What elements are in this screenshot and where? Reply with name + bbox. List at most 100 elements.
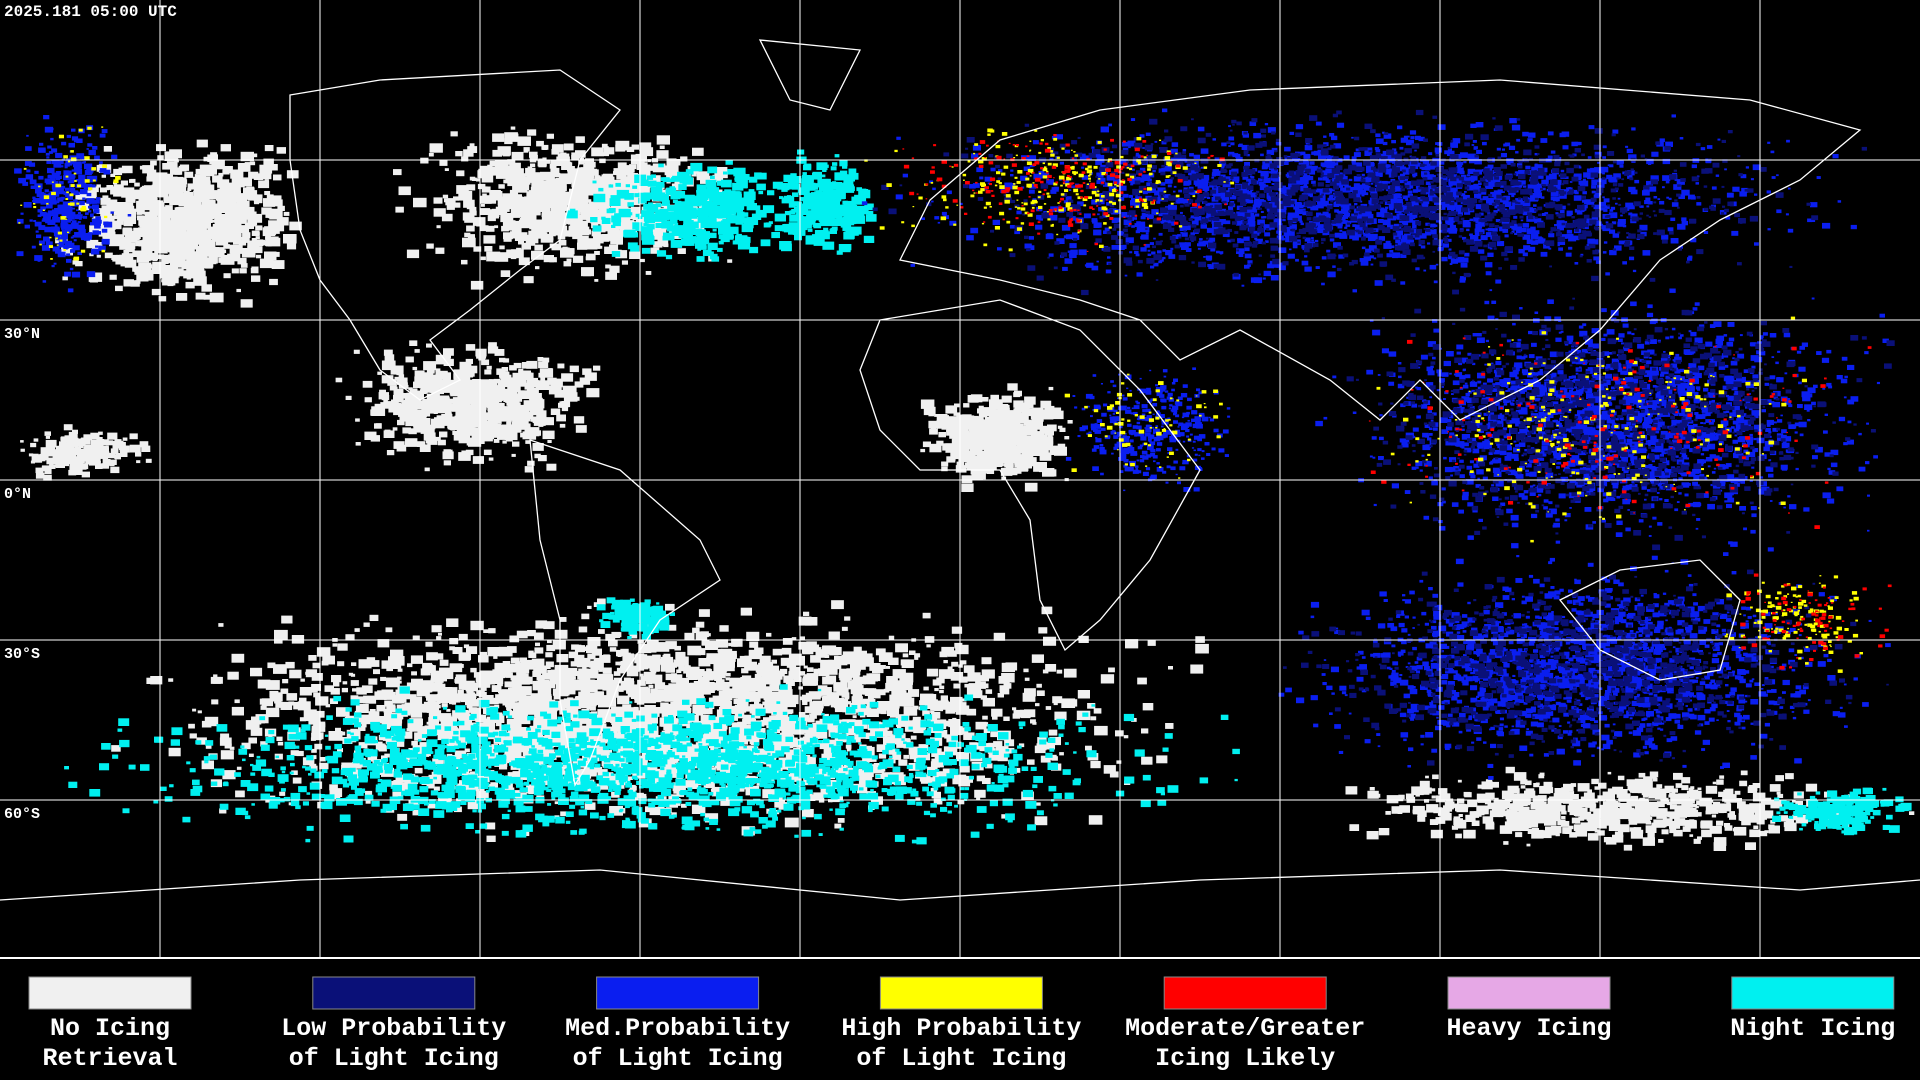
cloud-pixel <box>1003 717 1009 722</box>
cloud-pixel <box>802 175 810 181</box>
cloud-pixel <box>405 401 417 410</box>
page: 2025.181 05:00 UTC 30°N 0°N 30°S 60°S No Ic… <box>0 0 1920 1080</box>
cloud-pixel <box>232 268 239 273</box>
cloud-pixel <box>933 422 938 425</box>
cloud-pixel <box>556 157 570 167</box>
cloud-pixel <box>868 211 873 215</box>
cloud-pixel <box>69 466 80 474</box>
cloud-pixel <box>216 250 224 256</box>
cloud-pixel <box>1148 640 1156 646</box>
cloud-pixel <box>115 439 122 444</box>
cloud-pixel <box>41 447 51 454</box>
cloud-pixel <box>451 131 458 136</box>
cloud-pixel <box>660 209 669 215</box>
cloud-pixel <box>962 423 970 428</box>
cloud-pixel <box>799 187 810 195</box>
cloud-pixel <box>308 655 316 661</box>
cloud-pixel <box>110 275 117 280</box>
cloud-pixel <box>483 392 493 399</box>
cloud-pixel <box>598 188 603 192</box>
cloud-pixel <box>622 260 628 264</box>
cloud-pixel <box>287 243 296 250</box>
cloud-pixel <box>395 207 404 213</box>
cloud-pixel <box>235 699 240 703</box>
cloud-pixel <box>286 693 297 701</box>
cloud-pixel <box>150 161 157 166</box>
cloud-pixel <box>660 146 665 150</box>
cloud-pixel <box>799 617 812 626</box>
cloud-pixel <box>461 156 468 161</box>
cloud-pixel <box>699 609 710 617</box>
cloud-pixel <box>825 655 830 658</box>
cloud-pixel <box>211 160 225 170</box>
cloud-pixel <box>177 207 190 216</box>
cloud-pixel <box>835 154 840 157</box>
cloud-pixel <box>1195 644 1209 654</box>
cloud-pixel <box>134 183 140 187</box>
cloud-pixel <box>843 232 854 240</box>
cloud-pixel <box>571 676 576 680</box>
cloud-pixel <box>538 357 544 361</box>
cloud-pixel <box>62 276 68 280</box>
cloud-pixel <box>512 164 520 169</box>
cloud-pixel <box>363 696 374 704</box>
cloud-pixel <box>727 259 732 263</box>
cloud-pixel <box>1090 761 1100 768</box>
cloud-pixel <box>815 234 819 237</box>
cloud-pixel <box>20 440 24 443</box>
cloud-pixel <box>619 193 627 198</box>
cloud-pixel <box>856 187 862 191</box>
cloud-pixel <box>921 777 931 784</box>
cloud-pixel <box>426 244 434 249</box>
cloud-pixel <box>496 408 506 415</box>
cloud-pixel <box>168 248 175 253</box>
cloud-pixel <box>194 236 206 244</box>
cloud-pixel <box>958 665 963 668</box>
cloud-pixel <box>221 750 234 759</box>
cloud-pixel <box>57 457 60 459</box>
cloud-pixel <box>463 200 475 208</box>
cloud-pixel <box>1025 678 1030 681</box>
cloud-pixel <box>602 218 611 224</box>
cloud-pixel <box>386 627 393 632</box>
cloud-pixel <box>492 133 504 142</box>
cloud-pixel <box>64 424 73 430</box>
cloud-pixel <box>483 629 488 633</box>
cloud-pixel <box>390 705 394 708</box>
cloud-pixel <box>707 167 717 174</box>
cloud-pixel <box>168 282 174 286</box>
cloud-pixel <box>638 193 644 197</box>
cloud-pixel <box>489 412 493 415</box>
cloud-pixel <box>939 686 944 690</box>
cloud-pixel <box>664 685 673 691</box>
cloud-pixel <box>990 437 996 441</box>
cloud-pixel <box>130 445 141 453</box>
cloud-pixel <box>521 211 533 220</box>
cloud-pixel <box>104 146 112 152</box>
cloud-pixel <box>363 381 373 388</box>
cloud-pixel <box>352 688 357 691</box>
cloud-pixel <box>524 690 529 693</box>
cloud-pixel <box>822 242 834 250</box>
cloud-pixel <box>415 349 420 353</box>
cloud-pixel <box>487 165 492 168</box>
cloud-pixel <box>947 444 956 451</box>
cloud-pixel <box>445 350 450 354</box>
cloud-pixel <box>783 175 794 182</box>
cloud-pixel <box>97 442 104 447</box>
cloud-pixel <box>546 464 556 471</box>
cloud-pixel <box>274 630 288 640</box>
cloud-pixel <box>146 191 157 199</box>
cloud-pixel <box>278 742 283 746</box>
cloud-pixel <box>452 431 458 435</box>
cloud-pixel <box>187 277 191 280</box>
cloud-pixel <box>150 232 154 235</box>
cloud-pixel <box>674 161 680 165</box>
cloud-pixel <box>1068 420 1073 424</box>
cloud-pixel <box>425 468 430 472</box>
cloud-pixel <box>626 184 630 187</box>
cloud-pixel <box>920 449 925 452</box>
cloud-pixel <box>797 219 807 226</box>
cloud-pixel <box>1061 698 1075 708</box>
cloud-pixel <box>1026 425 1030 428</box>
